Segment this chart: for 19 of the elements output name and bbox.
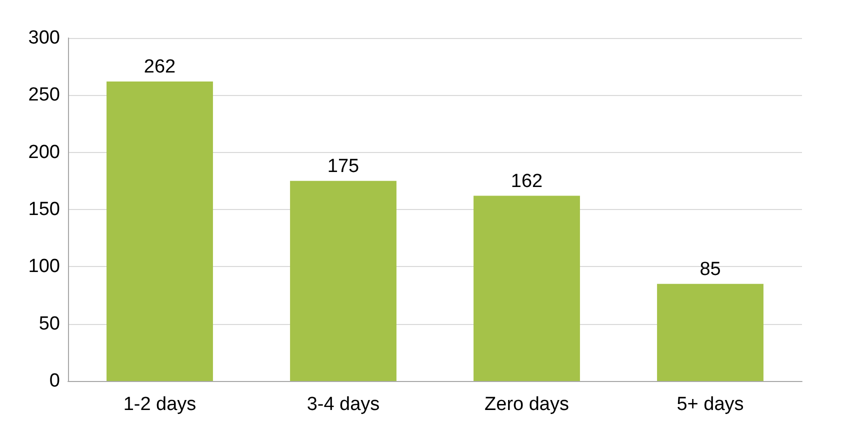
bar	[106, 81, 213, 381]
y-tick-label: 0	[49, 370, 60, 392]
y-tick-label: 100	[28, 256, 60, 278]
bar	[290, 180, 396, 381]
data-label: 85	[700, 258, 721, 280]
y-tick-label: 250	[28, 84, 60, 106]
x-tick-label: 3-4 days	[306, 394, 380, 415]
x-tick-label: 5+ days	[676, 394, 744, 415]
data-label: 262	[144, 56, 176, 78]
x-tick-label: Zero days	[484, 394, 569, 415]
y-tick-label: 200	[28, 142, 60, 163]
y-tick-label: 50	[38, 313, 60, 334]
data-label: 162	[510, 170, 543, 192]
bar	[474, 196, 580, 381]
data-label: 175	[327, 156, 360, 177]
x-tick-label: 1-2 days	[123, 394, 196, 415]
y-tick-label: 300	[28, 28, 60, 48]
bar	[657, 284, 764, 381]
y-tick-label: 150	[28, 199, 60, 220]
